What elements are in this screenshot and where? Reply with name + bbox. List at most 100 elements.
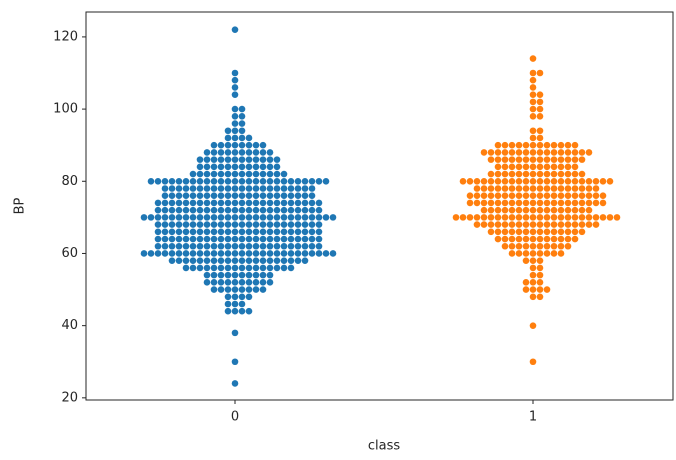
swarm-point	[231, 279, 239, 286]
swarm-point	[543, 199, 551, 207]
swarm-point	[231, 199, 239, 207]
swarm-point	[592, 185, 600, 192]
swarm-point	[543, 156, 551, 163]
swarm-point	[543, 242, 551, 250]
swarm-point	[238, 105, 246, 113]
swarm-point	[196, 192, 204, 200]
swarm-point	[210, 286, 218, 293]
swarm-point	[613, 214, 621, 221]
swarm-point	[245, 141, 253, 149]
swarm-point	[252, 271, 260, 279]
swarm-point	[308, 250, 316, 257]
swarm-point	[273, 156, 281, 163]
swarm-point	[294, 235, 302, 243]
swarm-point	[266, 257, 274, 264]
swarm-point	[154, 242, 162, 250]
swarm-point	[259, 177, 267, 185]
swarm-point	[203, 250, 211, 257]
swarm-point	[294, 257, 302, 264]
swarm-point	[599, 192, 607, 200]
swarm-point	[182, 206, 190, 214]
swarm-point	[224, 192, 232, 200]
swarm-point	[217, 235, 225, 243]
swarm-point	[189, 221, 197, 228]
swarm-point	[238, 177, 246, 185]
swarm-point	[508, 192, 516, 200]
swarm-point	[210, 271, 218, 279]
swarm-point	[203, 271, 211, 279]
swarm-point	[224, 286, 232, 293]
swarm-point	[529, 113, 537, 120]
swarm-point	[182, 264, 190, 272]
swarm-point	[564, 221, 572, 228]
swarm-point	[473, 192, 481, 200]
swarm-point	[315, 221, 323, 228]
swarm-point	[217, 192, 225, 200]
swarm-point	[466, 199, 474, 207]
swarm-point	[266, 271, 274, 279]
swarm-point	[238, 264, 246, 272]
swarm-point	[287, 192, 295, 200]
swarm-point	[515, 149, 523, 156]
swarm-point	[196, 156, 204, 163]
swarm-point	[217, 214, 225, 221]
swarm-point	[238, 235, 246, 243]
swarm-point	[203, 264, 211, 272]
swarm-point	[252, 250, 260, 257]
swarm-point	[536, 271, 544, 279]
swarm-point	[273, 185, 281, 192]
swarm-point	[266, 279, 274, 286]
swarm-point	[273, 242, 281, 250]
swarm-point	[578, 214, 586, 221]
swarm-point	[487, 185, 495, 192]
swarm-point	[252, 163, 260, 171]
swarm-point	[515, 163, 523, 171]
swarm-point	[210, 214, 218, 221]
swarm-point	[536, 177, 544, 185]
swarm-point	[515, 185, 523, 192]
swarm-point	[175, 185, 183, 192]
swarm-point	[252, 192, 260, 200]
swarm-point	[599, 177, 607, 185]
swarm-point	[161, 221, 169, 228]
swarm-point	[543, 286, 551, 293]
swarm-point	[550, 221, 558, 228]
swarm-point	[245, 250, 253, 257]
swarm-point	[210, 242, 218, 250]
swarm-point	[480, 214, 488, 221]
swarm-point	[217, 250, 225, 257]
swarm-point	[210, 264, 218, 272]
swarm-point	[529, 105, 537, 113]
swarm-point	[161, 228, 169, 236]
swarm-point	[245, 293, 253, 301]
swarm-point	[217, 149, 225, 156]
swarm-point	[266, 177, 274, 185]
swarm-point	[210, 163, 218, 171]
swarm-point	[536, 134, 544, 142]
swarm-point	[571, 221, 579, 228]
swarm-point	[231, 120, 239, 127]
swarm-point	[522, 235, 530, 243]
swarm-point	[168, 192, 176, 200]
swarm-point	[189, 192, 197, 200]
swarm-point	[266, 221, 274, 228]
swarm-point	[259, 185, 267, 192]
swarm-point	[322, 214, 330, 221]
swarm-point	[294, 177, 302, 185]
swarm-point	[182, 250, 190, 257]
swarm-point	[238, 113, 246, 120]
swarm-point	[259, 163, 267, 171]
swarm-point	[182, 192, 190, 200]
swarm-point	[529, 149, 537, 156]
swarm-point	[154, 177, 162, 185]
swarm-point	[301, 177, 309, 185]
swarm-point	[217, 286, 225, 293]
swarm-point	[294, 192, 302, 200]
swarm-point	[536, 228, 544, 236]
swarm-point	[536, 149, 544, 156]
swarm-point	[571, 141, 579, 149]
swarm-point	[168, 221, 176, 228]
swarm-point	[536, 293, 544, 301]
swarm-point	[266, 156, 274, 163]
swarm-point	[487, 156, 495, 163]
